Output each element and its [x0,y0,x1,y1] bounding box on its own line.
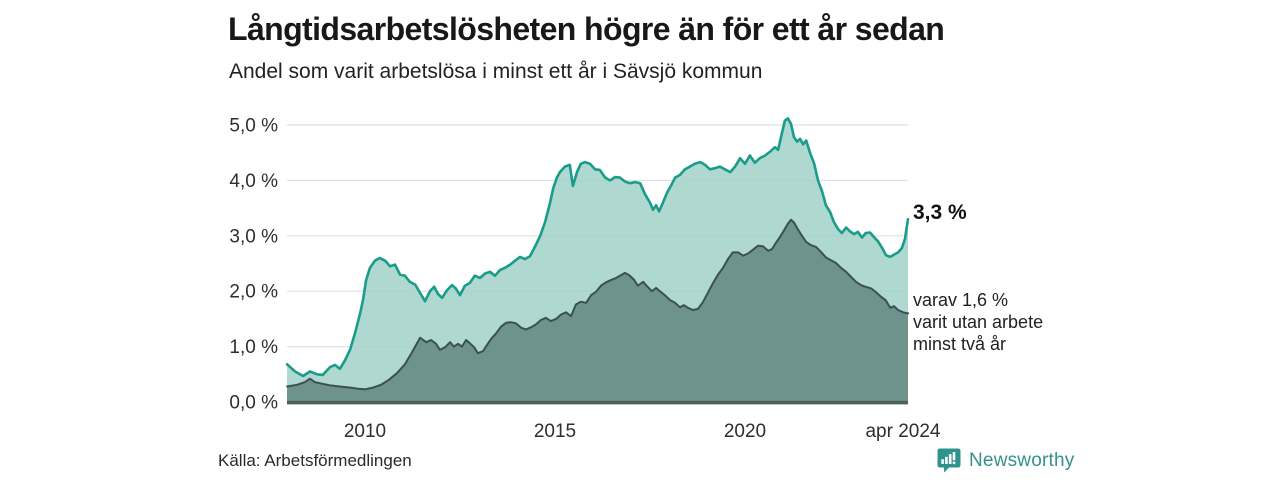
chart-title: Långtidsarbetslösheten högre än för ett … [228,11,945,47]
x-tick-label: 2020 [724,421,766,442]
brand-name: Newsworthy [969,449,1075,471]
source-note: Källa: Arbetsförmedlingen [218,451,412,470]
x-axis-line [287,400,908,405]
x-tick-label: 2015 [534,421,576,442]
x-tick-label: apr 2024 [865,421,940,442]
series-line-0 [285,117,910,378]
y-tick-label: 3,0 % [229,226,278,247]
secondary-annotation: varav 1,6 % varit utan arbete minst två … [913,290,1044,354]
area-fill-1 [287,219,908,402]
y-tick-label: 2,0 % [229,282,278,303]
chart-subtitle: Andel som varit arbetslösa i minst ett å… [229,60,763,83]
y-tick-label: 4,0 % [229,171,278,192]
y-tick-label: 1,0 % [229,337,278,358]
series-lines [285,117,910,391]
area-fills [287,118,908,403]
series-line-1 [286,218,909,391]
brand-logo: Newsworthy [937,448,1074,473]
y-tick-label: 0,0 % [229,393,278,414]
y-tick-label: 5,0 % [229,116,278,137]
newsworthy-bar-chart-bubble-icon [937,448,961,473]
end-value-annotation: 3,3 % [913,201,967,224]
x-tick-label: 2010 [344,421,386,442]
